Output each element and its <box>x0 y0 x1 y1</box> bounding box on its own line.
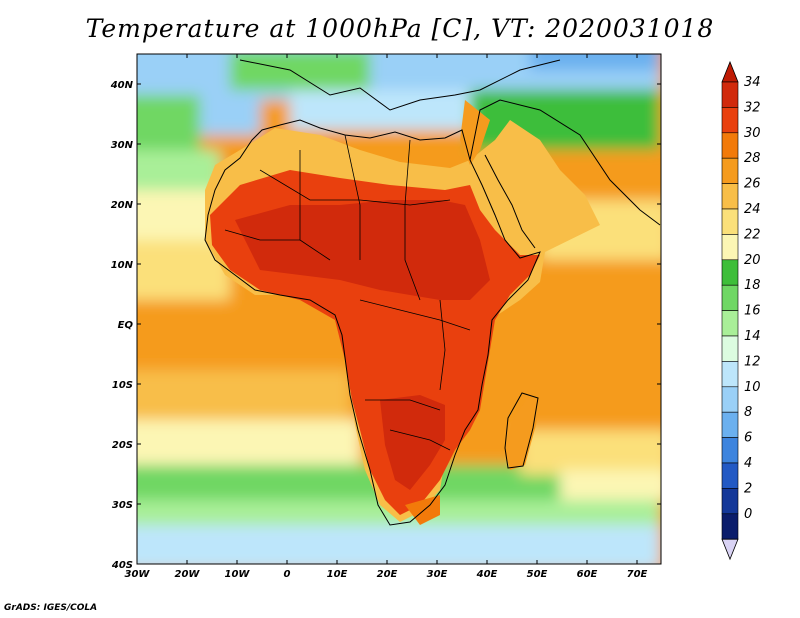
colorbar-bottom-arrow <box>721 538 739 561</box>
colorbar-swatch <box>721 208 739 235</box>
colorbar-label: 14 <box>744 329 761 344</box>
colorbar-swatch <box>721 259 739 286</box>
colorbar-swatch <box>721 107 739 134</box>
lon-label: 60E <box>577 569 598 580</box>
lon-label: 30E <box>427 569 448 580</box>
lat-label: 30S <box>112 500 133 511</box>
lon-label: 30W <box>125 569 151 580</box>
lon-label: 70E <box>627 569 648 580</box>
coastlines <box>204 59 661 526</box>
colorbar-label: 26 <box>744 177 761 192</box>
colorbar-label: 6 <box>744 431 752 446</box>
axis-ticks <box>136 54 661 565</box>
lon-label: 20E <box>377 569 398 580</box>
colorbar-label: 24 <box>744 202 761 217</box>
colorbar-swatch <box>721 183 739 210</box>
lon-label: 10W <box>225 569 251 580</box>
colorbar-swatch <box>721 411 739 438</box>
colorbar-swatch <box>721 386 739 413</box>
colorbar-swatch <box>721 310 739 337</box>
map-frame <box>136 53 662 565</box>
lat-label: 20N <box>111 200 134 211</box>
colorbar-swatch <box>721 513 739 540</box>
map-plot-area <box>137 54 661 564</box>
colorbar-label: 28 <box>744 151 761 166</box>
lat-label: 30N <box>111 140 134 151</box>
country-borders <box>224 134 471 451</box>
longitude-labels: 30W 20W 10W 0 10E 20E 30E 40E 50E 60E 70E <box>125 569 648 580</box>
colorbar-label: 12 <box>744 354 761 369</box>
lon-label: 10E <box>327 569 348 580</box>
lat-label: EQ <box>118 320 134 331</box>
colorbar-swatch <box>721 361 739 388</box>
map-title: Temperature at 1000hPa [C], VT: 20200310… <box>85 14 715 43</box>
colorbar-swatch <box>721 234 739 261</box>
colorbar-swatch <box>721 81 739 108</box>
colorbar-label: 30 <box>744 126 761 141</box>
credit-text: GrADS: IGES/COLA <box>4 603 98 613</box>
colorbar-swatch <box>721 462 739 489</box>
lat-label: 20S <box>112 440 133 451</box>
colorbar-label: 20 <box>744 253 761 268</box>
lon-label: 50E <box>527 569 548 580</box>
lon-label: 20W <box>175 569 201 580</box>
colorbar-swatch <box>721 284 739 311</box>
colorbar-swatch <box>721 488 739 515</box>
colorbar-label: 2 <box>744 481 752 496</box>
colorbar-label: 34 <box>744 75 761 90</box>
colorbar-label: 22 <box>744 227 761 242</box>
colorbar-swatch <box>721 335 739 362</box>
lat-label: 10N <box>111 260 134 271</box>
colorbar-label: 16 <box>744 304 761 319</box>
land-temperature <box>205 100 600 525</box>
colorbar-label: 10 <box>744 380 761 395</box>
colorbar-swatch <box>721 132 739 159</box>
colorbar-swatch <box>721 157 739 184</box>
colorbar-swatch <box>721 437 739 464</box>
colorbar-label: 18 <box>744 278 761 293</box>
colorbar-label: 8 <box>744 405 752 420</box>
colorbar-label: 0 <box>744 507 752 522</box>
colorbar-label: 32 <box>744 100 761 115</box>
lat-label: 10S <box>112 380 133 391</box>
colorbar-label: 4 <box>744 456 752 471</box>
lat-label: 40S <box>111 560 133 571</box>
lon-label: 0 <box>284 569 291 580</box>
latitude-labels: 40N 30N 20N 10N EQ 10S 20S 30S 40S <box>110 80 134 571</box>
lon-label: 40E <box>476 569 498 580</box>
colorbar-top-arrow <box>721 60 739 83</box>
lat-label: 40N <box>110 80 134 91</box>
